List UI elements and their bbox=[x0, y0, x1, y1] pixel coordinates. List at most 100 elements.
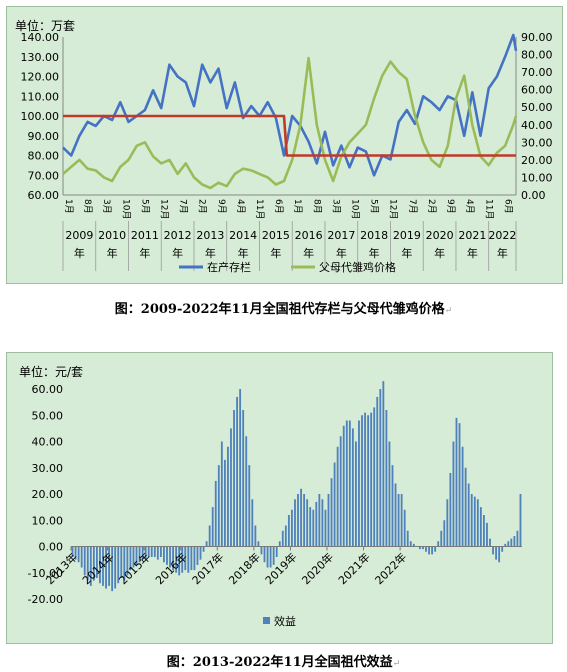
chart2-bar bbox=[199, 546, 202, 560]
chart1-left-tick-label: 80.00 bbox=[28, 150, 60, 163]
chart2-caption: 图：2013-2022年11月全国祖代效益↵ bbox=[0, 651, 567, 670]
chart2-bar bbox=[272, 546, 275, 565]
chart2-bar bbox=[327, 494, 330, 547]
chart2-bar bbox=[275, 546, 278, 557]
chart2-bar bbox=[470, 494, 473, 547]
chart1-caption-text: 图：2009-2022年11月全国祖代存栏与父母代雏鸡价格 bbox=[114, 302, 445, 317]
chart2-year-label: 2021年 bbox=[335, 550, 372, 587]
chart2-bar bbox=[269, 546, 272, 568]
chart1-year-label: 2010 bbox=[98, 229, 126, 242]
chart2-year-label: 2020年 bbox=[299, 550, 336, 587]
chart2-bar bbox=[196, 546, 199, 565]
chart2-bar bbox=[193, 546, 196, 571]
chart2-bar bbox=[452, 441, 455, 547]
chart2-y-tick-label: 30.00 bbox=[32, 462, 64, 475]
chart2-y-tick-label: -20.00 bbox=[28, 593, 63, 606]
chart2-bar bbox=[312, 509, 315, 547]
chart1-year-suffix: 年 bbox=[497, 246, 508, 260]
chart1-year-suffix: 年 bbox=[107, 246, 118, 260]
chart2-bar bbox=[260, 546, 263, 555]
chart2-bar bbox=[440, 530, 443, 547]
chart1-month-label: 1月 bbox=[292, 199, 303, 214]
chart2-bar bbox=[376, 396, 379, 547]
chart2-bar bbox=[486, 522, 488, 547]
chart1-year-label: 2017 bbox=[327, 229, 355, 242]
chart2-bar bbox=[306, 499, 309, 547]
chart1-month-label: 10月 bbox=[120, 199, 131, 219]
chart2-bar bbox=[211, 507, 214, 547]
chart2-bar bbox=[492, 546, 494, 555]
chart2-bar bbox=[482, 515, 485, 547]
chart1-month-label: 7月 bbox=[178, 199, 189, 214]
chart2-bar bbox=[92, 546, 95, 581]
chart1-legend-stock-label: 在产存栏 bbox=[207, 260, 251, 274]
chart2-bar bbox=[294, 499, 296, 547]
chart2-bar bbox=[178, 546, 181, 576]
chart1-month-label: 11月 bbox=[254, 199, 265, 219]
chart2-bar bbox=[324, 509, 327, 547]
chart1-year-label: 2019 bbox=[393, 229, 421, 242]
chart2-bar bbox=[318, 494, 321, 547]
chart2-y-tick-label: -10.00 bbox=[28, 567, 63, 580]
chart2-bar bbox=[71, 546, 74, 557]
chart1-left-tick-label: 130.00 bbox=[21, 51, 60, 64]
chart2-bar bbox=[248, 465, 251, 547]
chart2-bar bbox=[187, 546, 190, 573]
chart2-bar bbox=[184, 546, 187, 571]
chart2-bar bbox=[227, 446, 229, 547]
chart2-y-tick-label: 20.00 bbox=[32, 488, 64, 501]
chart2-bar bbox=[431, 546, 434, 555]
chart1-left-tick-label: 70.00 bbox=[28, 169, 60, 182]
chart2-bar bbox=[388, 441, 391, 547]
chart2-bar bbox=[348, 420, 351, 547]
chart1-year-suffix: 年 bbox=[434, 246, 445, 260]
chart1-month-label: 6月 bbox=[273, 199, 284, 214]
chart2-bar bbox=[117, 546, 120, 584]
chart2-bar bbox=[458, 423, 461, 547]
chart2-bar bbox=[236, 396, 238, 547]
chart2-legend-label: 效益 bbox=[274, 614, 296, 628]
chart2-bar bbox=[278, 541, 281, 547]
chart2-bar bbox=[355, 441, 357, 547]
chart2-bar bbox=[297, 494, 299, 547]
chart2-bar bbox=[144, 546, 147, 560]
chart2-legend-swatch bbox=[263, 617, 270, 624]
chart2-bar bbox=[153, 546, 156, 557]
chart2-caption-text: 图：2013-2022年11月全国祖代效益 bbox=[166, 655, 393, 670]
chart2-bar bbox=[284, 525, 287, 547]
chart2-bar bbox=[126, 546, 129, 576]
chart2-bar bbox=[434, 546, 437, 552]
chart2-unit-label: 单位：元/套 bbox=[19, 365, 84, 379]
chart1-year-suffix: 年 bbox=[172, 246, 183, 260]
chart2-bar bbox=[89, 546, 92, 586]
chart2-bar bbox=[446, 499, 449, 547]
chart1-year-label: 2021 bbox=[458, 229, 486, 242]
chart1-right-tick-label: 80.00 bbox=[521, 49, 553, 62]
chart1-right-tick-label: 60.00 bbox=[521, 84, 553, 97]
chart2-bar bbox=[123, 546, 126, 581]
chart2-bar bbox=[105, 546, 107, 589]
chart1-year-suffix: 年 bbox=[238, 246, 249, 260]
chart1-left-tick-label: 140.00 bbox=[21, 31, 60, 44]
chart2-bar bbox=[114, 546, 117, 589]
chart2-bar bbox=[394, 483, 397, 547]
chart1-year-suffix: 年 bbox=[336, 246, 347, 260]
chart2-bar bbox=[391, 465, 394, 547]
chart2-bar bbox=[239, 389, 242, 547]
chart1-year-label: 2018 bbox=[360, 229, 388, 242]
chart1-reference-line bbox=[63, 114, 516, 157]
chart2-bar bbox=[175, 546, 178, 573]
chart1-panel: 单位：万套 140.00 130.00 120.00 110.00 100.00 90.0… bbox=[6, 6, 563, 284]
chart2-bar bbox=[74, 546, 77, 560]
chart1-month-label: 5月 bbox=[139, 199, 150, 214]
chart1-year-suffix: 年 bbox=[467, 246, 478, 260]
chart2-bar bbox=[443, 520, 446, 547]
chart2-bar bbox=[419, 546, 421, 550]
chart2-bar bbox=[461, 446, 464, 547]
chart2-bar bbox=[159, 546, 162, 557]
chart2-bar bbox=[428, 546, 430, 555]
chart2-bar bbox=[403, 509, 406, 547]
chart2-bar bbox=[385, 410, 388, 547]
chart1-right-tick-label: 10.00 bbox=[521, 171, 553, 184]
chart2-bar bbox=[214, 480, 217, 547]
